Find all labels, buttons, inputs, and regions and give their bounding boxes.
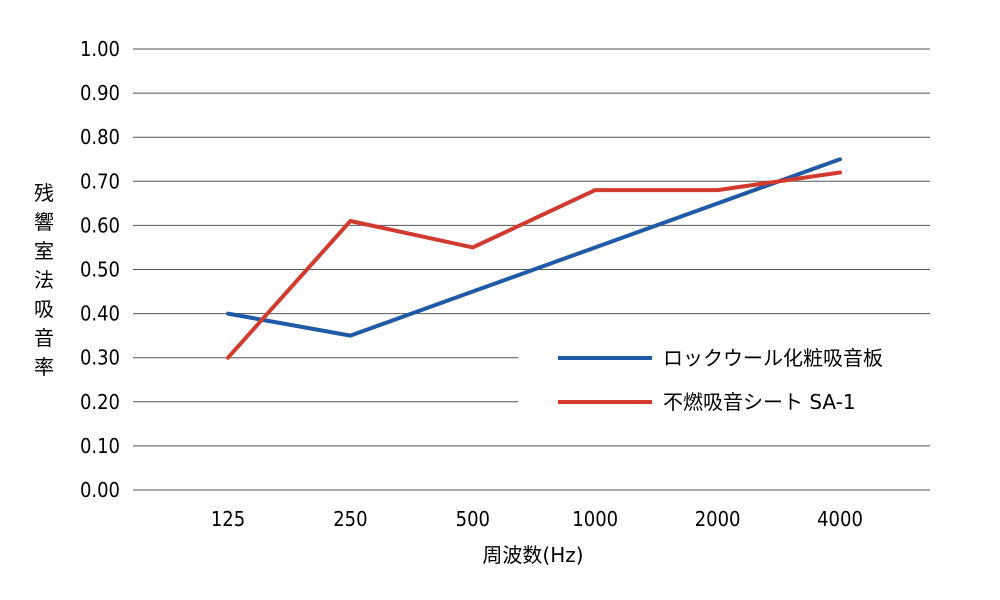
y-tick-label: 0.40	[80, 302, 120, 326]
y-axis-title-char: 音	[34, 326, 54, 350]
x-tick-label: 500	[456, 507, 490, 531]
x-tick-label: 1000	[572, 507, 618, 531]
y-tick-label: 0.00	[80, 478, 120, 502]
x-tick-label: 250	[333, 507, 367, 531]
series-line	[226, 170, 842, 360]
series-line	[226, 157, 842, 338]
y-axis-title-char: 響	[34, 210, 54, 234]
y-tick-label: 0.50	[80, 258, 120, 282]
y-tick-labels: 0.00 0.10 0.20 0.30 0.40 0.50 0.60 0.70 0.80 0.90…	[80, 37, 120, 502]
x-tick-label: 2000	[695, 507, 741, 531]
y-axis-title-char: 法	[34, 268, 54, 292]
y-axis-title: 残響室法吸音率	[34, 181, 54, 379]
y-axis-title-char: 残	[34, 181, 54, 205]
y-axis-title-char: 吸	[34, 297, 54, 321]
y-axis-title-char: 室	[34, 239, 54, 263]
y-tick-label: 0.20	[80, 390, 120, 414]
y-tick-label: 0.30	[80, 346, 120, 370]
legend-label: 不燃吸音シート SA-1	[663, 390, 856, 414]
y-tick-label: 1.00	[80, 37, 120, 61]
legend-background	[518, 338, 938, 428]
x-tick-labels: 125 250 500 1000 2000 4000	[211, 507, 863, 531]
x-tick-label: 4000	[817, 507, 863, 531]
y-tick-label: 0.60	[80, 213, 120, 237]
y-axis-title-char: 率	[34, 355, 54, 379]
legend-label: ロックウール化粧吸音板	[663, 346, 883, 370]
series-lines	[226, 157, 842, 360]
y-tick-label: 0.10	[80, 434, 120, 458]
x-axis-title: 周波数(Hz)	[482, 543, 583, 567]
y-tick-label: 0.70	[80, 169, 120, 193]
y-tick-label: 0.90	[80, 81, 120, 105]
y-tick-label: 0.80	[80, 125, 120, 149]
x-tick-label: 125	[211, 507, 245, 531]
